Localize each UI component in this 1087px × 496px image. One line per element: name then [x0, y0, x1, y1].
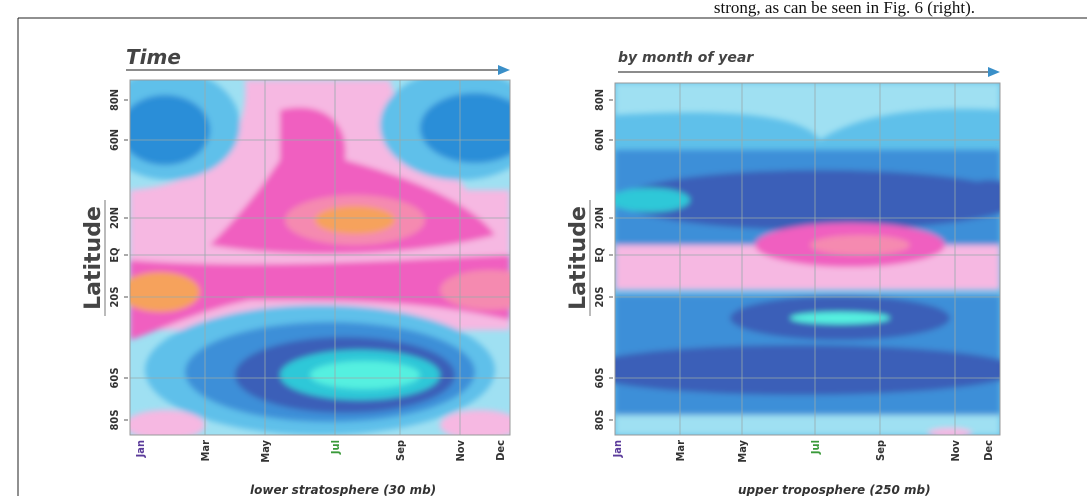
x-tick-label: Dec	[982, 440, 995, 461]
y-tick-label: 20N	[108, 207, 121, 229]
y-tick-label: EQ	[108, 247, 121, 262]
arrow-head	[988, 67, 1000, 77]
y-tick-label: 80S	[108, 410, 121, 431]
y-tick-label: 60S	[108, 368, 121, 389]
y-tick-label: 20N	[593, 207, 606, 229]
x-tick-label: Nov	[949, 439, 962, 461]
x-tick-label: May	[259, 439, 272, 462]
y-axis-label: Latitude	[81, 206, 106, 310]
body-text-fragment: strong, as can be seen in Fig. 6 (right)…	[714, 0, 975, 17]
y-tick-label: 20S	[108, 287, 121, 308]
y-tick-label: 80N	[108, 89, 121, 111]
panel-left: Time	[81, 45, 511, 496]
y-axis-label: Latitude	[566, 206, 591, 310]
panel-caption: upper troposphere (250 mb)	[738, 483, 931, 496]
x-tick-label: Jan	[134, 440, 147, 458]
y-tick-label: 80N	[593, 89, 606, 111]
contour-plot	[130, 80, 510, 435]
panel-caption: lower stratosphere (30 mb)	[250, 483, 436, 496]
x-tick-label: May	[736, 439, 749, 462]
x-tick-label: Jul	[329, 440, 342, 455]
panel-right: by month of year	[566, 50, 1001, 496]
y-tick-label: 80S	[593, 410, 606, 431]
arrow-head	[498, 65, 510, 75]
x-tick-label: Jan	[611, 440, 624, 458]
y-tick-label: 60N	[108, 129, 121, 151]
x-tick-label: Sep	[394, 440, 407, 461]
x-tick-label: Mar	[199, 440, 212, 462]
contour-plot	[615, 83, 1000, 435]
y-tick-label: 60N	[593, 129, 606, 151]
y-tick-label: 20S	[593, 287, 606, 308]
x-tick-label: Dec	[494, 440, 507, 461]
x-tick-label: Nov	[454, 439, 467, 461]
plot-border	[614, 82, 1001, 436]
y-tick-label: EQ	[593, 247, 606, 262]
panel-title: Time	[126, 45, 181, 69]
plot-border	[129, 79, 511, 436]
x-tick-label: Jul	[809, 440, 822, 455]
y-tick-label: 60S	[593, 368, 606, 389]
panel-title: by month of year	[618, 50, 754, 66]
x-tick-label: Mar	[674, 440, 687, 462]
x-tick-label: Sep	[874, 440, 887, 461]
